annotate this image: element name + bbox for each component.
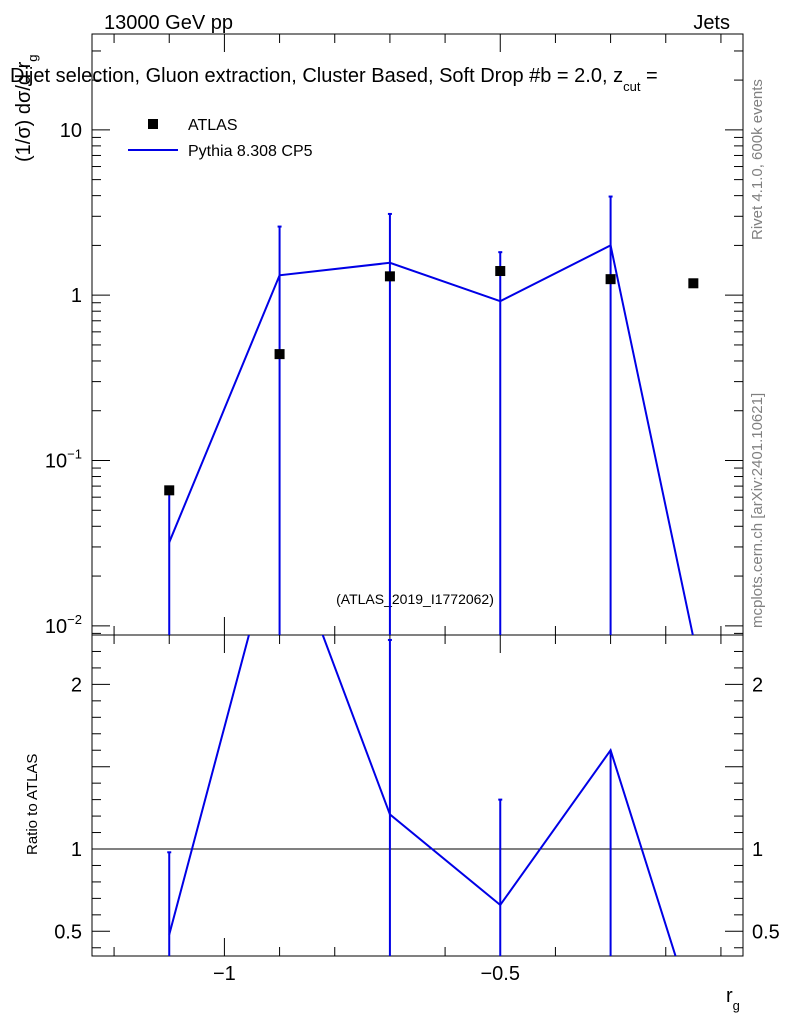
pythia-line <box>168 243 694 635</box>
y-axis-label-main: (1/σ) dσ/d rg <box>13 55 40 163</box>
main-chart-marks <box>167 195 694 635</box>
x-tick-label: −0.5 <box>481 963 520 985</box>
y-tick-label-main: 10−1 <box>45 446 82 472</box>
y-tick-label-main: 10−2 <box>45 612 82 638</box>
energy-label: 13000 GeV pp <box>104 12 233 34</box>
y-tick-label-ratio-right: 1 <box>752 839 763 861</box>
main-data-markers <box>164 266 699 496</box>
x-tick-label: −1 <box>213 963 236 985</box>
ratio-plot-frame <box>91 634 744 957</box>
legend-pythia-label: Pythia 8.308 CP5 <box>188 143 313 160</box>
atlas-data-point <box>688 278 699 289</box>
analysis-watermark: (ATLAS_2019_I1772062) <box>336 591 494 607</box>
legend-atlas-marker <box>148 119 158 129</box>
main-axis-ticks: 10 1 10−1 10−2 <box>45 34 743 638</box>
atlas-data-point <box>495 266 506 277</box>
rivet-version-label: Rivet 4.1.0, 600k events <box>749 79 766 240</box>
y-axis-label-ratio: Ratio to ATLAS <box>24 754 41 855</box>
atlas-data-point <box>164 485 175 496</box>
ratio-axis-ticks: −1 −0.5 2 2 1 1 0.5 0.5 <box>54 634 780 985</box>
x-axis-label: rg <box>726 985 740 1013</box>
ratio-chart-marks <box>92 635 743 956</box>
y-tick-label-main: 10 <box>60 120 82 142</box>
legend: ATLAS Pythia 8.308 CP5 <box>128 117 313 160</box>
y-tick-label-ratio: 1 <box>71 839 82 861</box>
process-label: Jets <box>693 12 730 34</box>
y-tick-label-ratio-right: 2 <box>752 674 763 696</box>
y-tick-label-ratio: 0.5 <box>54 921 82 943</box>
atlas-data-point <box>384 271 395 282</box>
y-tick-label-ratio: 2 <box>71 674 82 696</box>
mcplots-label: mcplots.cern.ch [arXiv:2401.10621] <box>749 393 766 628</box>
atlas-data-point <box>605 274 616 285</box>
ratio-line <box>168 635 677 956</box>
y-tick-label-ratio-right: 0.5 <box>752 921 780 943</box>
y-tick-label-main: 1 <box>71 285 82 307</box>
legend-atlas-label: ATLAS <box>188 117 238 134</box>
plot-title: Dijet selection, Gluon extraction, Clust… <box>10 65 658 94</box>
atlas-data-point <box>274 349 285 360</box>
